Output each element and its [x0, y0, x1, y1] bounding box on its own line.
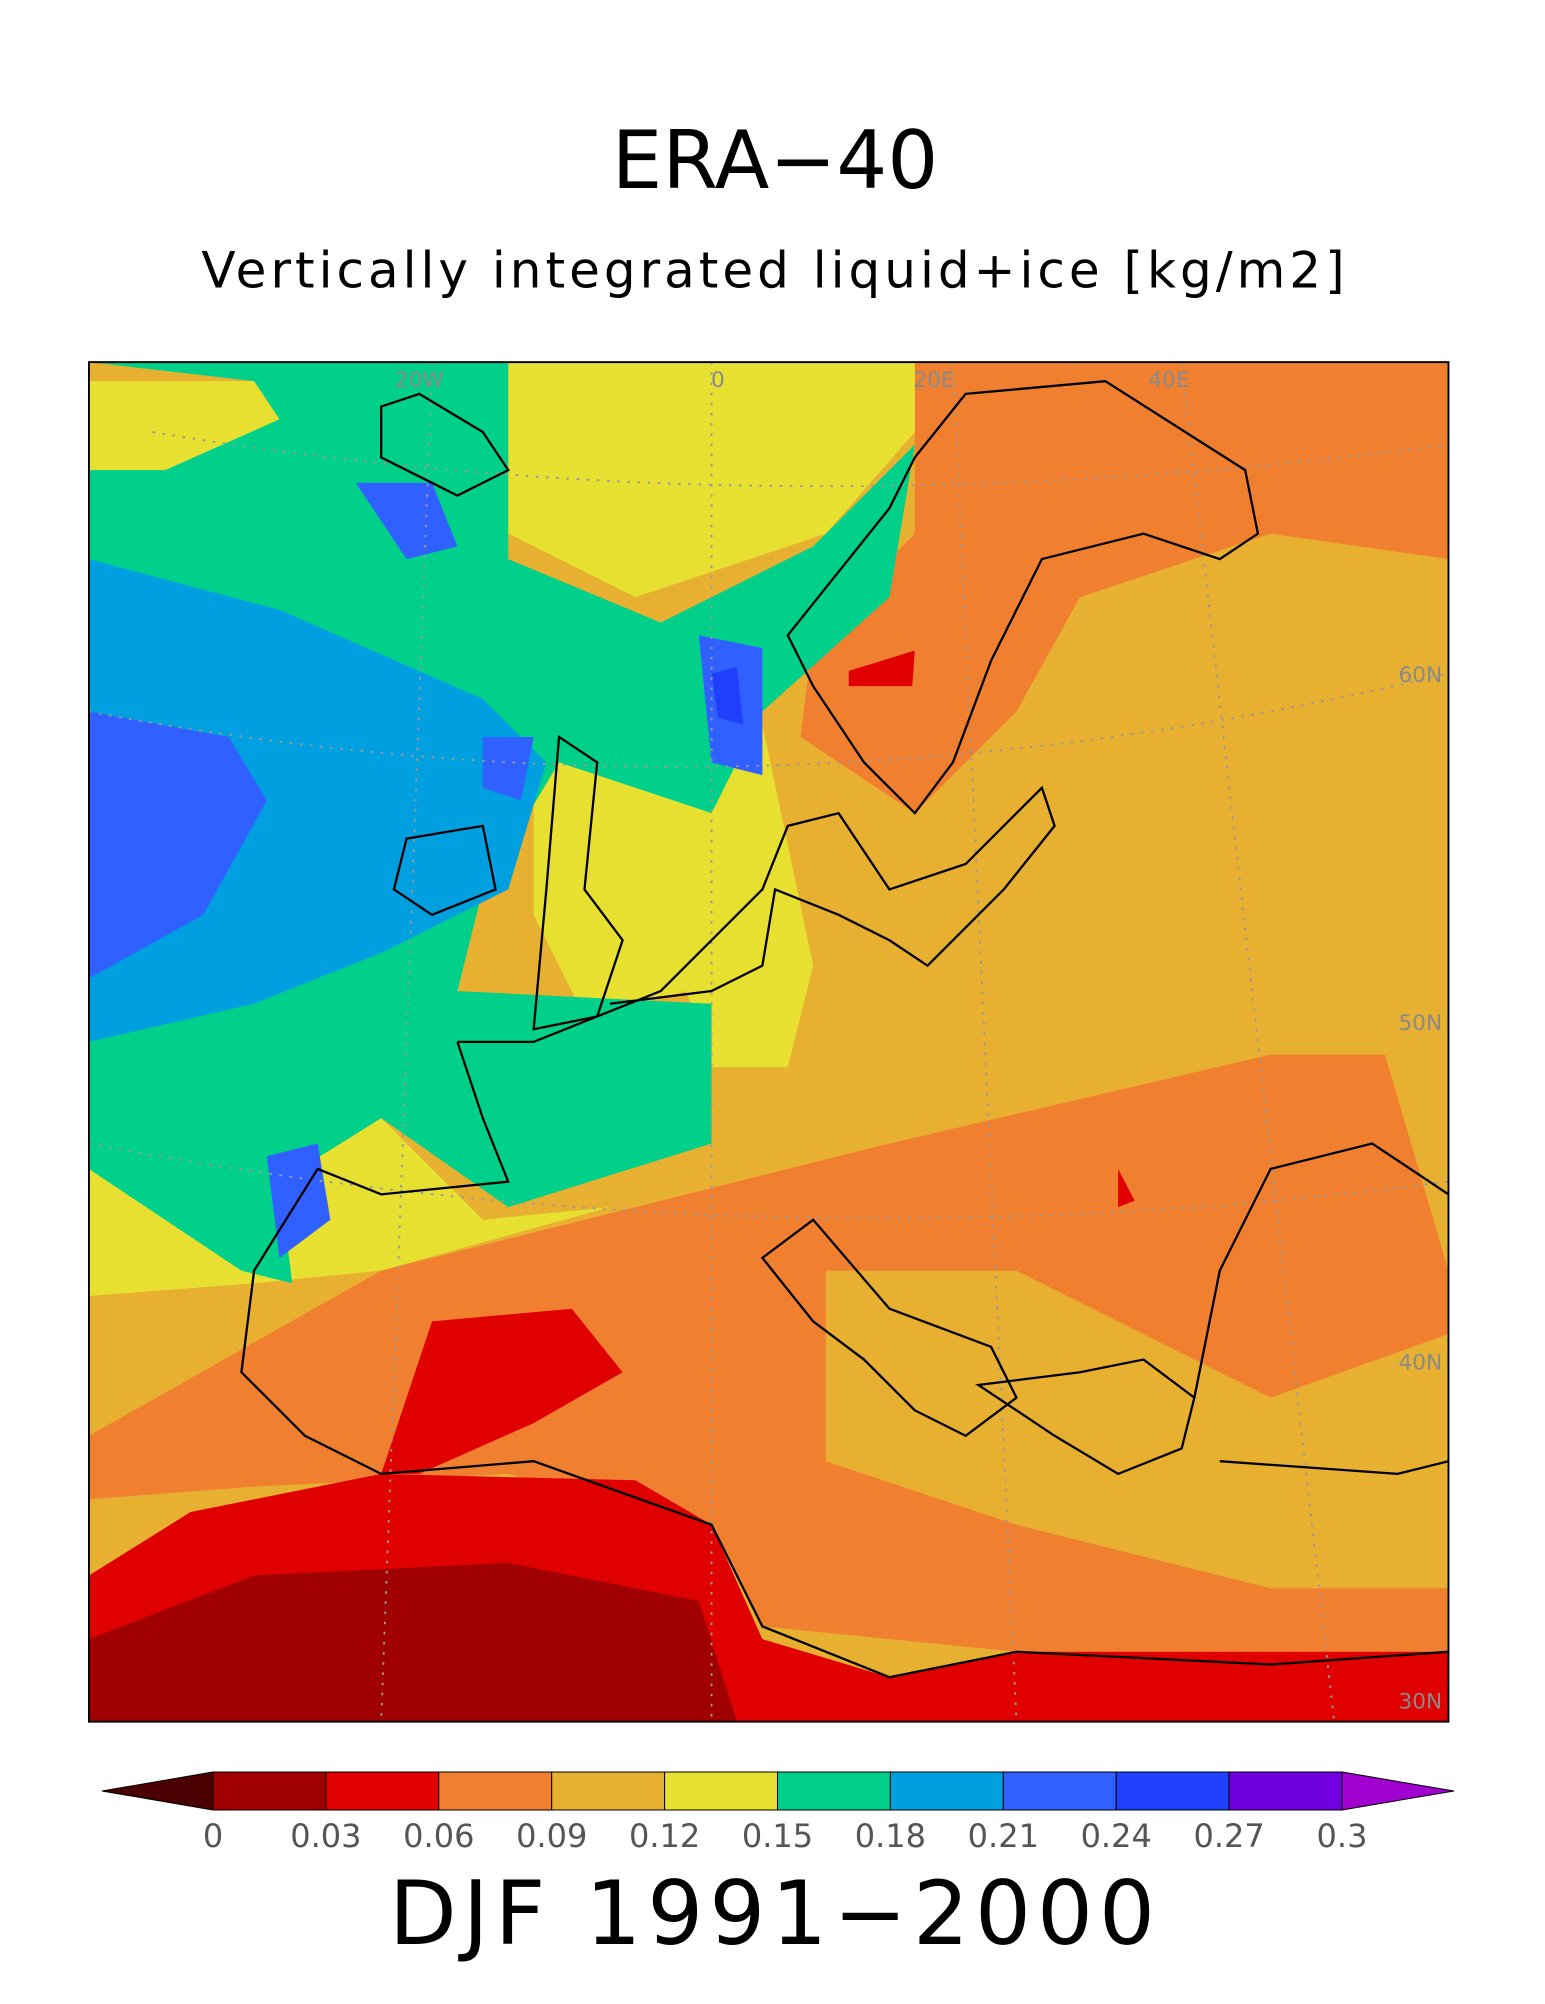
colorbar-segment: [1115, 1771, 1230, 1811]
colorbar-over: [1341, 1771, 1455, 1811]
lon-label: 20W: [395, 368, 444, 393]
colorbar-segment: [438, 1771, 553, 1811]
colorbar-tick-label: 0.09: [516, 1817, 587, 1855]
colorbar-tick-label: 0.18: [855, 1817, 926, 1855]
colorbar-segment: [889, 1771, 1004, 1811]
colorbar-tick-label: 0.15: [742, 1817, 813, 1855]
lon-label: 0: [711, 368, 725, 393]
colorbar-segment: [777, 1771, 891, 1811]
colorbar-segment: [551, 1771, 666, 1811]
colorbar-segment: [325, 1771, 440, 1811]
lat-label: 50N: [1398, 1011, 1442, 1036]
colorbar-tick-label: 0: [203, 1817, 223, 1855]
title: ERA−40: [612, 114, 938, 207]
footer: DJF 1991−2000: [389, 1862, 1161, 1965]
colorbar: 0 0.03 0.06 0.09 0.12 0.15 0.18 0.21 0.24 0.27 0.3: [101, 1771, 1455, 1855]
lat-label: 30N: [1398, 1690, 1442, 1715]
colorbar-segment: [1228, 1771, 1343, 1811]
graticule-labels: 20W 0 20E 40E 60N 50N 40N 30N: [395, 368, 1442, 1714]
colorbar-segment: [212, 1771, 327, 1811]
colorbar-tick-label: 0.12: [629, 1817, 700, 1855]
lat-label: 40N: [1398, 1350, 1442, 1375]
lat-label: 60N: [1398, 663, 1442, 688]
colorbar-under: [101, 1771, 214, 1811]
colorbar-tick-label: 0.21: [968, 1817, 1039, 1855]
colorbar-tick-label: 0.3: [1317, 1817, 1368, 1855]
colorbar-tick-label: 0.03: [290, 1817, 361, 1855]
map: 20W 0 20E 40E 60N 50N 40N 30N: [87, 361, 1450, 1723]
colorbar-tick-label: 0.06: [403, 1817, 474, 1855]
lon-label: 20E: [913, 368, 954, 393]
field: [88, 362, 1449, 1722]
colorbar-segment: [664, 1771, 778, 1811]
colorbar-segment: [1002, 1771, 1117, 1811]
colorbar-tick-label: 0.27: [1193, 1817, 1264, 1855]
colorbar-tick-label: 0.24: [1081, 1817, 1152, 1855]
lon-label: 40E: [1148, 368, 1189, 393]
subtitle: Vertically integrated liquid+ice [kg/m2]: [201, 242, 1348, 300]
map-frame: [87, 361, 1450, 1723]
